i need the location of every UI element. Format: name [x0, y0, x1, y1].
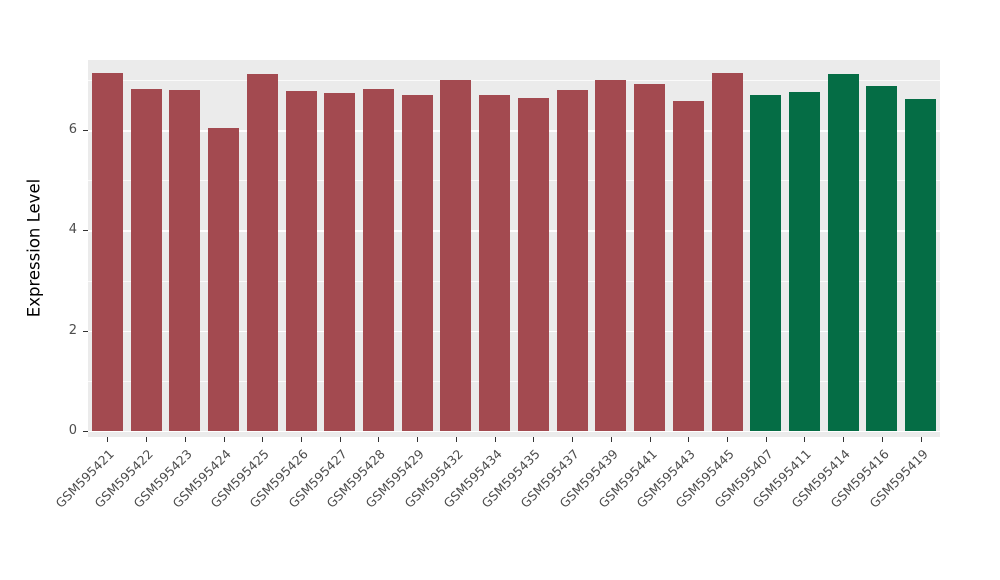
y-tick-label: 6 — [68, 122, 77, 138]
bar-GSM595432 — [440, 80, 472, 431]
gridline-major — [88, 431, 940, 433]
x-tick-mark — [107, 437, 109, 442]
gridline-major — [88, 230, 940, 232]
x-tick-mark — [727, 437, 728, 442]
y-tick-mark — [83, 130, 88, 132]
x-tick-mark — [572, 437, 574, 442]
y-tick-mark — [83, 330, 88, 332]
gridline-major — [88, 130, 940, 132]
bar-GSM595443 — [672, 101, 704, 431]
gridline-minor — [88, 280, 940, 282]
x-tick-mark — [262, 437, 264, 442]
x-tick-mark — [920, 437, 922, 442]
x-tick-mark — [843, 437, 845, 442]
y-axis-title: Expression Level — [24, 178, 44, 318]
bar-GSM595414 — [827, 74, 859, 431]
bar-GSM595421 — [91, 72, 123, 431]
x-tick-mark — [223, 437, 225, 442]
bar-GSM595426 — [285, 91, 317, 431]
gridline-minor — [88, 180, 940, 181]
gridline-minor — [88, 80, 940, 81]
bar-GSM595429 — [401, 95, 433, 431]
y-tick-mark — [83, 431, 88, 432]
gridline-minor — [88, 380, 940, 382]
bar-GSM595424 — [208, 127, 240, 431]
x-tick-label: GSM595421 — [52, 446, 118, 511]
bar-GSM595423 — [169, 89, 201, 431]
x-tick-mark — [146, 437, 148, 442]
x-tick-mark — [417, 437, 419, 442]
bar-GSM595428 — [362, 89, 394, 431]
x-tick-mark — [804, 437, 806, 442]
bar-GSM595419 — [905, 98, 937, 431]
x-tick-mark — [455, 437, 457, 442]
x-tick-mark — [649, 437, 651, 442]
y-tick-label: 0 — [68, 423, 77, 438]
x-tick-mark — [533, 437, 535, 442]
bar-GSM595422 — [130, 89, 162, 431]
bar-GSM595427 — [324, 92, 356, 431]
bar-GSM595411 — [788, 92, 820, 431]
bar-GSM595425 — [246, 74, 278, 431]
x-tick-mark — [339, 437, 341, 442]
y-tick-label: 4 — [68, 222, 77, 238]
y-tick-mark — [83, 230, 88, 232]
x-tick-mark — [378, 437, 380, 442]
x-tick-mark — [688, 437, 690, 442]
x-tick-mark — [494, 437, 496, 442]
gridlines-layer — [88, 60, 940, 437]
bar-GSM595439 — [595, 80, 627, 431]
bar-GSM595437 — [556, 89, 588, 431]
x-tick-mark — [765, 437, 767, 442]
x-tick-mark — [184, 437, 186, 442]
chart-panel — [88, 60, 940, 437]
gridline-major — [88, 330, 940, 333]
bar-GSM595434 — [479, 95, 511, 431]
bar-GSM595435 — [517, 97, 549, 431]
x-tick-label: GSM595419 — [866, 446, 931, 511]
bar-GSM595407 — [750, 95, 782, 431]
y-tick-label: 2 — [68, 322, 77, 338]
bar-GSM595441 — [634, 83, 666, 431]
bar-GSM595445 — [711, 72, 743, 431]
x-tick-mark — [881, 437, 883, 442]
x-tick-mark — [610, 437, 612, 442]
x-tick-mark — [301, 437, 302, 442]
bars-layer — [88, 60, 940, 437]
bar-GSM595416 — [866, 86, 898, 431]
